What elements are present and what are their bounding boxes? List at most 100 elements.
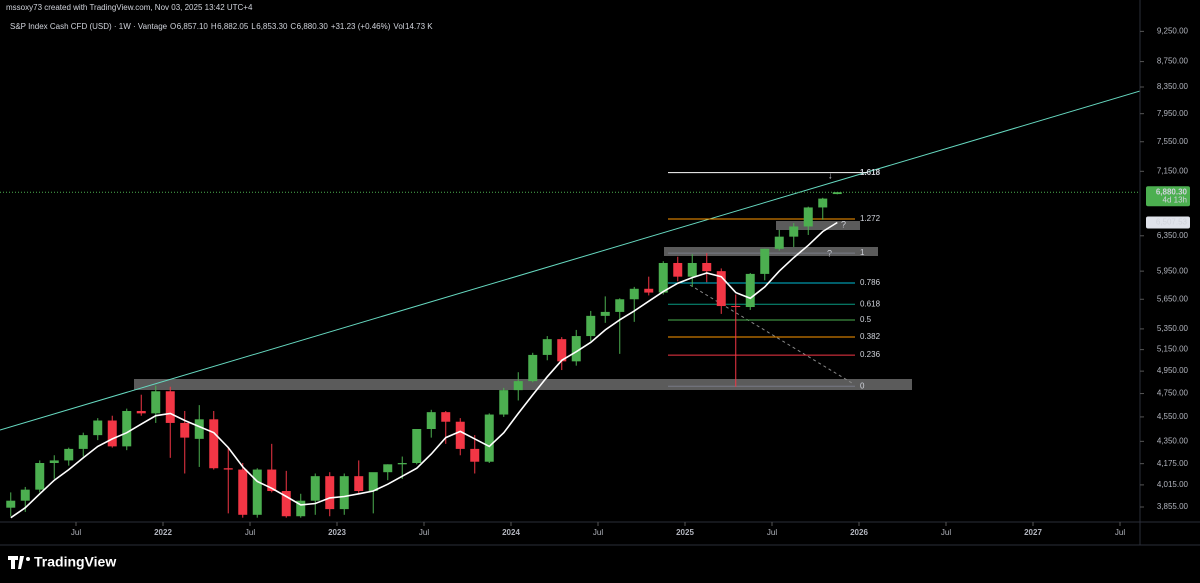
legend-key: L [251, 22, 256, 31]
y-tick-label: 9,250.00 [1157, 26, 1189, 35]
candle-body [397, 463, 407, 465]
y-tick-label: 8,750.00 [1157, 57, 1189, 66]
candle-body [136, 410, 146, 414]
y-tick-label: 5,950.00 [1157, 266, 1189, 275]
symbol: S&P Index Cash CFD (USD) · 1W · Vantage [10, 22, 168, 31]
candle-body [383, 464, 393, 473]
y-tick-label: 5,650.00 [1157, 294, 1189, 303]
x-tick-label: Jul [593, 528, 603, 537]
countdown: 4d 13h [1163, 195, 1187, 204]
fib-label: 0.236 [860, 350, 881, 359]
candle-body [252, 469, 262, 515]
candle-body [325, 476, 335, 510]
brand-name: TradingView [34, 554, 116, 570]
candle-body [615, 299, 625, 312]
brand-logo [8, 556, 24, 569]
candle-body [745, 273, 755, 308]
candle-body [223, 468, 233, 470]
zone [776, 221, 860, 230]
candle-body [122, 410, 132, 447]
y-tick-label: 4,950.00 [1157, 366, 1189, 375]
ma-price-label: 6,507.53 [1156, 218, 1188, 227]
candle-body [6, 500, 16, 508]
y-tick-label: 4,015.00 [1157, 480, 1189, 489]
candle-body [296, 500, 306, 517]
candle-body [267, 469, 277, 492]
candle-body [557, 339, 567, 362]
candle-body [455, 421, 465, 449]
legend-value: 6,853.30 [256, 22, 288, 31]
candle-body [310, 476, 320, 501]
candle-body [78, 435, 88, 449]
change: +31.23 (+0.46%) [331, 22, 391, 31]
candle-body [238, 469, 248, 515]
candle-body [803, 207, 813, 227]
legend-key: O [170, 22, 176, 31]
support-zone [134, 379, 912, 390]
legend-key: H [211, 22, 217, 31]
y-tick-label: 5,150.00 [1157, 345, 1189, 354]
candle-body [209, 419, 219, 469]
zone [664, 247, 878, 256]
candle-body [760, 248, 770, 274]
fib-label: 0.786 [860, 278, 881, 287]
candle-body [354, 476, 364, 492]
ma-price-tag [1146, 216, 1190, 229]
x-tick-label: 2023 [328, 528, 346, 537]
candle-body [49, 460, 59, 464]
x-tick-label: 2024 [502, 528, 520, 537]
ohlc-legend: O 6,857.10 H 6,882.05 L 6,853.30 C 6,880.30 +31.… [170, 22, 433, 31]
x-tick-label: 2026 [850, 528, 868, 537]
y-tick-label: 6,350.00 [1157, 231, 1189, 240]
fib-label: 0.382 [860, 332, 881, 341]
candle-body [528, 354, 538, 382]
volume-value: 14.73 K [405, 22, 433, 31]
candle-body [789, 226, 799, 237]
candle-body [412, 428, 422, 464]
candle-body [470, 448, 480, 462]
y-tick-label: 7,950.00 [1157, 109, 1189, 118]
candle-body [600, 311, 610, 316]
candle-body [194, 419, 204, 439]
x-tick-label: Jul [245, 528, 255, 537]
candle-body [571, 336, 581, 362]
fib-label: 0.5 [860, 315, 872, 324]
candle-body [484, 414, 494, 462]
candle-body [818, 198, 828, 208]
candle-body [499, 390, 509, 415]
candle-body [731, 306, 741, 308]
trend-line [0, 90, 1140, 431]
x-tick-label: Jul [767, 528, 777, 537]
y-tick-label: 8,350.00 [1157, 82, 1189, 91]
candle-body [339, 476, 349, 510]
x-tick-label: Jul [941, 528, 951, 537]
author-line: mssoxy73 created with TradingView.com, N… [6, 3, 253, 12]
x-tick-label: Jul [419, 528, 429, 537]
price-axis: 9,250.00 8,750.00 8,350.00 7,950.00 7,550.00… [1140, 26, 1189, 511]
legend-value: 6,857.10 [177, 22, 209, 31]
fib-label: 1.272 [860, 214, 881, 223]
candle-body [64, 448, 74, 461]
x-tick-label: Jul [1115, 528, 1125, 537]
candle-body [542, 339, 552, 355]
candle-body [513, 381, 523, 391]
fib-label: 1.618 [860, 168, 881, 177]
moving-average [10, 221, 838, 519]
candle-body [586, 315, 596, 337]
y-tick-label: 3,855.00 [1157, 502, 1189, 511]
time-axis: Jul 2022 Jul 2023 Jul 2024 Jul 2025 Jul 2026 Jul 20… [71, 522, 1125, 537]
candle-body [180, 422, 190, 438]
candle-body [20, 489, 30, 501]
candle-body [716, 271, 726, 307]
y-tick-label: 4,550.00 [1157, 412, 1189, 421]
fib-label: 0 [860, 381, 865, 390]
candle-body [35, 463, 45, 490]
y-tick-label: 7,150.00 [1157, 166, 1189, 175]
y-tick-label: 7,550.00 [1157, 137, 1189, 146]
y-tick-label: 4,750.00 [1157, 389, 1189, 398]
x-tick-label: 2027 [1024, 528, 1042, 537]
candle-body [151, 391, 161, 414]
plot-area: ↓ ? ? 1.6181.27210.7860.6180.50.3820.236… [0, 90, 1140, 519]
candle-body [687, 262, 697, 277]
